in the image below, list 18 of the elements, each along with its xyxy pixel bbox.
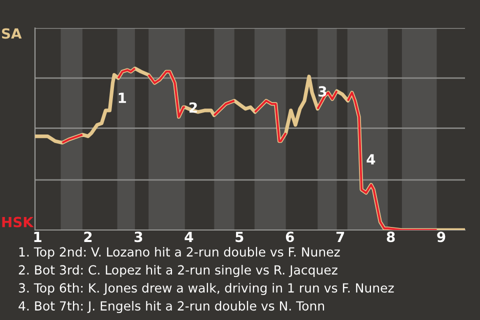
x-tick-label: 3 [134,232,142,242]
text: 2. Bot 3rd: C. Lopez hit a 2-run single vs R. Jacquez [18,264,338,278]
text: 1. Top 2nd: V. Lozano hit a 2-run double vs F. Nunez [19,246,340,260]
x-tick-label: 2 [84,232,92,242]
x-tick-label: 5 [236,232,244,242]
text: HSK [2,216,34,228]
annotation: 4 [366,154,376,164]
text: 3. Top 6th: K. Jones drew a walk, driving in 1 run vs F. Nunez [18,282,394,296]
text: SA [2,28,22,39]
x-tick-label: 8 [386,232,395,242]
x-tick-label: 4 [184,232,194,242]
x-tick-label: 7 [336,232,344,242]
x-tick-label: 6 [286,232,294,242]
annotation: 1 [118,92,126,103]
x-tick-label: 9 [437,232,446,242]
annotation: 3 [318,86,326,97]
text: 4. Bot 7th: J. Engels hit a 2-run double vs N. Tonn [18,300,324,314]
x-tick-label: 1 [34,232,42,242]
